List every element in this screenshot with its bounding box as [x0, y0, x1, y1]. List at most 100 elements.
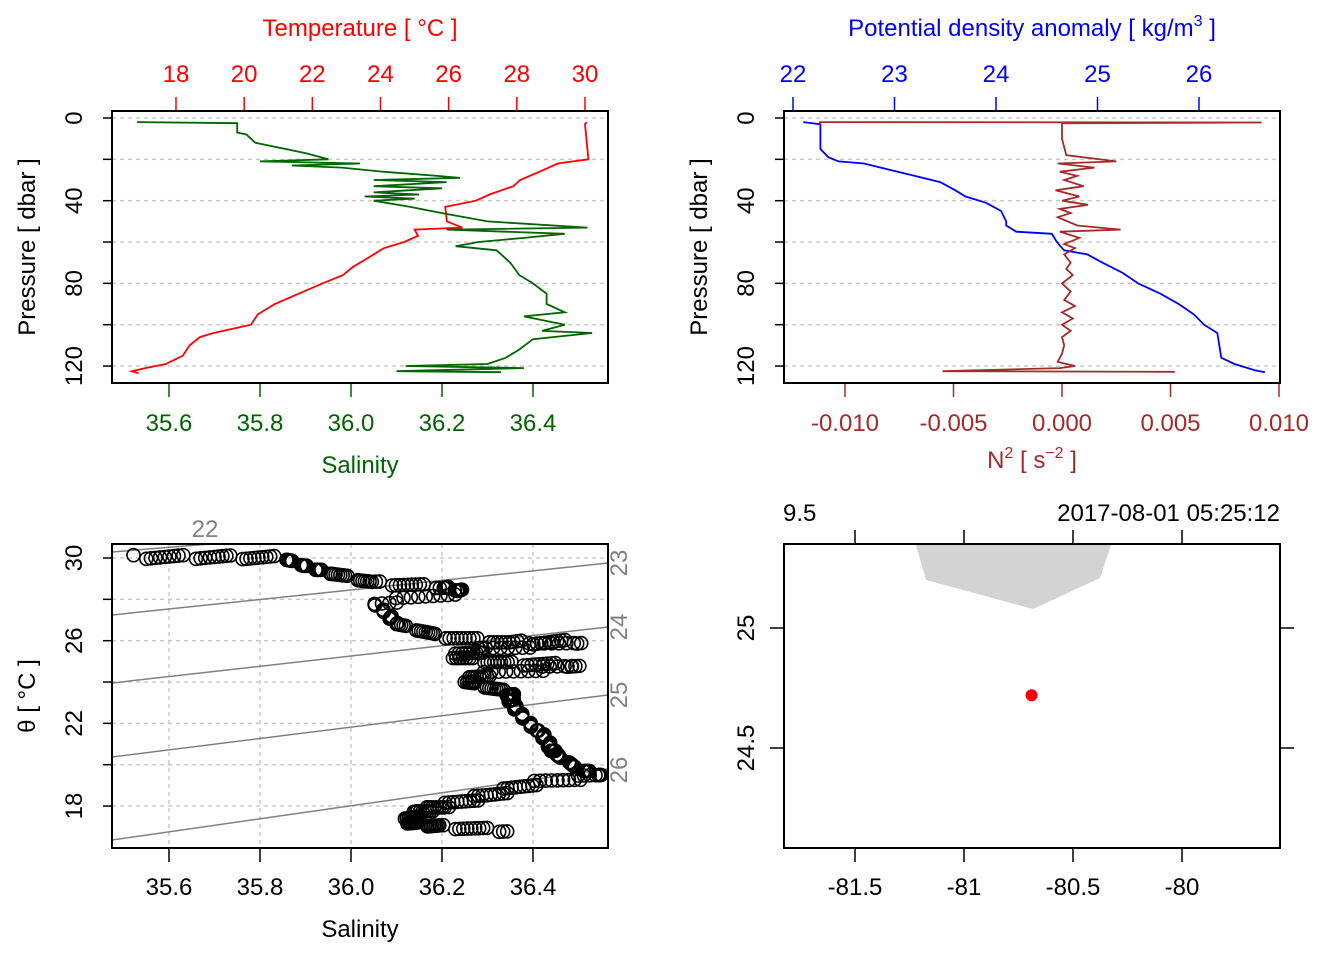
ts-point: [573, 772, 588, 788]
ts-point: [535, 663, 551, 679]
density-tick-label: 22: [780, 61, 807, 88]
ts-point: [544, 773, 559, 788]
ts-point: [462, 630, 477, 646]
ts-point: [459, 821, 475, 836]
ts-point: [440, 587, 456, 603]
theta-tick-label: 30: [61, 545, 88, 572]
ts-point: [450, 630, 465, 646]
theta-tick-label: 26: [61, 627, 88, 654]
salinity-tick-label: 35.6: [146, 874, 193, 901]
ts-point: [193, 550, 208, 566]
ts-point: [410, 589, 426, 605]
ts-point: [471, 820, 487, 836]
ts-point: [500, 640, 516, 656]
isopycnal-label: 23: [606, 550, 633, 577]
longitude-tick-label: -80.5: [1046, 874, 1101, 901]
isopycnal-line: [112, 694, 608, 758]
ts-point: [152, 550, 168, 565]
plot-frame: [111, 110, 609, 384]
n2-tick-label: 0.000: [1032, 410, 1092, 437]
ts-point: [448, 821, 463, 837]
ts-point: [495, 824, 511, 839]
ts-point: [513, 663, 529, 679]
salinity-tick-label: 35.8: [237, 410, 284, 437]
ts-point: [438, 630, 453, 646]
ts-point: [148, 550, 163, 566]
n2-tick-label: 0.010: [1249, 410, 1309, 437]
ts-point: [425, 588, 441, 604]
ts-point: [532, 773, 548, 789]
pressure-tick-label: 80: [61, 270, 88, 297]
longitude-tick-label: -81.5: [828, 874, 883, 901]
ts-point: [219, 548, 234, 564]
ts-point: [520, 663, 536, 679]
ts-point: [551, 635, 567, 651]
ts-point: [364, 574, 380, 590]
ts-point: [499, 824, 515, 839]
ts-point: [418, 589, 434, 604]
ts-point: [143, 550, 159, 566]
ts-point: [566, 635, 582, 651]
temperature-tick-label: 28: [503, 61, 530, 88]
temperature-profile-line: [128, 121, 590, 375]
ts-point: [506, 664, 521, 679]
density-tick-label: 24: [983, 61, 1010, 88]
ts-salinity-axis-label: Salinity: [321, 916, 398, 943]
ts-point: [139, 551, 154, 567]
salinity-tick-label: 36.2: [419, 410, 466, 437]
ts-point: [515, 640, 531, 656]
density-tick-label: 23: [881, 61, 908, 88]
panel-station-map: 9.5 2017-08-01 05:25:12 -81.5 -81 -80.5 -80…: [733, 500, 1294, 901]
ts-point: [251, 550, 266, 565]
salinity-tick-label: 36.4: [510, 410, 557, 437]
n2-tick-label: 0.005: [1140, 410, 1200, 437]
ts-point: [466, 788, 482, 804]
ts-point: [564, 658, 580, 674]
theta-axis-label: θ [ °C ]: [14, 659, 41, 733]
n2-profile-line: [818, 121, 1262, 373]
ts-point: [451, 821, 467, 837]
station-marker: [1025, 689, 1038, 702]
latitude-tick-label: 24.5: [733, 725, 760, 772]
panel-temperature-salinity: Temperature [ °C ] Pressure [ dbar ] Sal…: [14, 15, 609, 479]
ts-point: [455, 821, 471, 837]
ts-point: [171, 548, 186, 563]
theta-tick-label: 18: [61, 793, 88, 820]
ts-point: [528, 663, 544, 679]
ts-point: [389, 595, 405, 610]
density-profile-line: [803, 121, 1266, 374]
pressure-tick-label: 80: [733, 270, 760, 297]
ts-point: [433, 588, 448, 603]
salinity-tick-label: 36.4: [510, 874, 557, 901]
ts-point: [446, 630, 461, 646]
latitude-tick-label: 25: [733, 615, 760, 642]
pressure-tick-label: 40: [733, 187, 760, 214]
ts-point: [536, 636, 552, 651]
salinity-tick-label: 35.8: [237, 874, 284, 901]
ts-point: [470, 788, 486, 804]
temperature-axis-label: Temperature [ °C ]: [263, 15, 458, 42]
ts-point: [544, 635, 559, 651]
ts-point: [549, 659, 565, 674]
ts-point: [491, 824, 507, 840]
ts-point: [162, 549, 177, 564]
ts-point: [522, 640, 538, 655]
n2-axis-label: N2 [ s−2 ]: [987, 445, 1077, 474]
isopycnal-label: 22: [192, 516, 219, 543]
pressure-axis-label: Pressure [ dbar ]: [14, 158, 41, 335]
ts-point: [384, 578, 400, 593]
map-timestamp-label: 2017-08-01 05:25:12: [1057, 500, 1280, 527]
ts-point: [576, 768, 592, 783]
ts-point: [458, 630, 473, 646]
plot-frame: [783, 110, 1281, 384]
isopycnal-line: [112, 562, 608, 616]
ts-point: [559, 635, 574, 651]
isopycnal-label: 25: [606, 682, 633, 709]
salinity-tick-label: 36.0: [328, 410, 375, 437]
ts-point: [235, 551, 250, 567]
longitude-tick-label: -80: [1165, 874, 1200, 901]
ts-point: [572, 658, 587, 674]
n2-tick-label: -0.005: [919, 410, 987, 437]
temperature-tick-label: 20: [231, 61, 258, 88]
